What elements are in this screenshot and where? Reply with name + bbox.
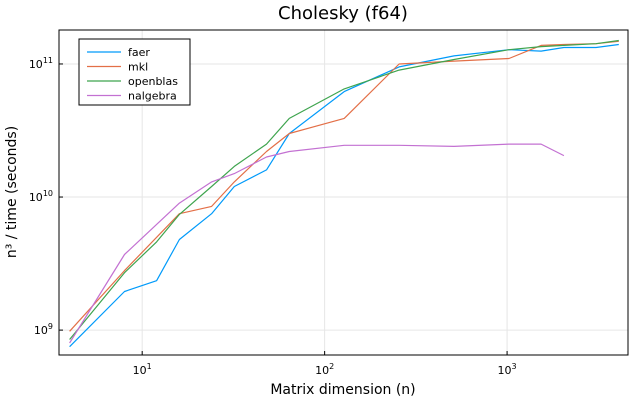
x-tick-base: 10 xyxy=(315,364,329,377)
chart-title: Cholesky (f64) xyxy=(278,3,408,24)
x-tick-exponent: 2 xyxy=(329,362,334,371)
x-ticks: 101 102 103 xyxy=(133,351,517,377)
y-tick-base: 10 xyxy=(29,191,43,204)
series-group xyxy=(69,39,619,348)
y-tick-exponent: 10 xyxy=(43,189,53,198)
series-line-nalgebra xyxy=(69,143,565,344)
y-tick-base: 10 xyxy=(29,58,43,71)
legend-label-nalgebra: nalgebra xyxy=(128,90,177,103)
x-tick-exponent: 1 xyxy=(147,362,152,371)
x-tick-exponent: 3 xyxy=(512,362,517,371)
y-tick-label: 1010 xyxy=(29,189,53,204)
legend-label-faer: faer xyxy=(128,46,150,59)
x-tick-base: 10 xyxy=(133,364,147,377)
series-line-faer xyxy=(69,43,619,348)
y-tick-label: 109 xyxy=(34,322,53,337)
series-line-openblas xyxy=(69,39,619,340)
x-tick-label: 101 xyxy=(133,362,152,377)
legend-label-mkl: mkl xyxy=(128,61,148,74)
x-tick-label: 103 xyxy=(498,362,517,377)
y-tick-exponent: 11 xyxy=(43,56,53,65)
x-axis-label: Matrix dimension (n) xyxy=(270,382,415,398)
x-tick-label: 102 xyxy=(315,362,334,377)
y-tick-label: 1011 xyxy=(29,56,53,71)
x-tick-base: 10 xyxy=(498,364,512,377)
y-tick-base: 10 xyxy=(34,324,48,337)
plot-frame xyxy=(58,29,629,356)
series-line-mkl xyxy=(69,40,619,332)
legend-label-openblas: openblas xyxy=(128,75,178,88)
legend-box xyxy=(78,38,191,106)
y-axis-label: n³ / time (seconds) xyxy=(4,126,20,258)
y-tick-exponent: 9 xyxy=(48,322,53,331)
